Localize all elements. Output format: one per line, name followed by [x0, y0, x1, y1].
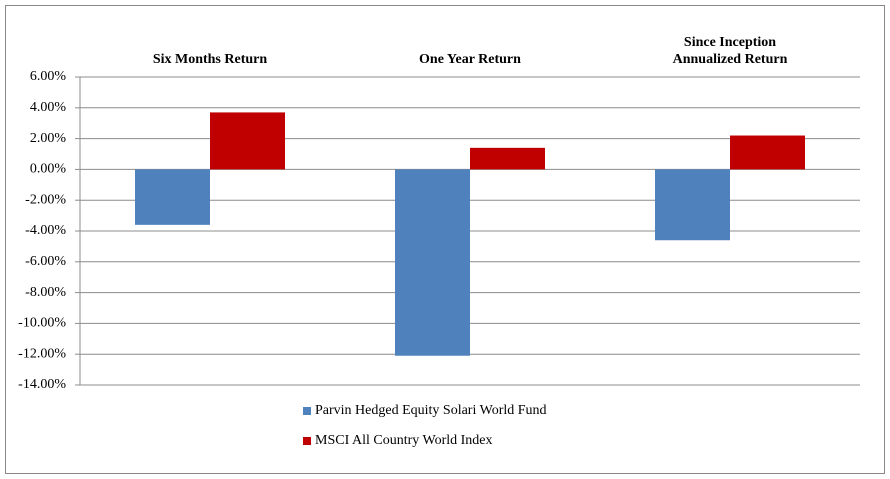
category-label: One Year Return [419, 52, 521, 67]
bar [655, 169, 730, 241]
legend-label: Parvin Hedged Equity Solari World Fund [315, 403, 547, 418]
bar [470, 147, 545, 170]
bar [210, 112, 285, 170]
y-tick-label: -6.00% [25, 254, 66, 269]
y-tick-label: 0.00% [30, 162, 67, 177]
legend-swatch [303, 407, 311, 415]
bar [730, 135, 805, 170]
category-label: Six Months Return [152, 52, 268, 67]
y-tick-label: -2.00% [25, 192, 66, 207]
legend-swatch [303, 437, 311, 445]
y-tick-label: -4.00% [25, 223, 66, 238]
y-tick-label: 2.00% [30, 131, 67, 146]
bar [135, 169, 210, 225]
y-tick-label: 6.00% [30, 69, 67, 84]
y-tick-label: -10.00% [18, 316, 66, 331]
bar [395, 169, 470, 356]
legend-label: MSCI All Country World Index [315, 433, 493, 448]
y-tick-label: -12.00% [18, 346, 66, 361]
y-tick-label: -14.00% [18, 377, 66, 392]
y-tick-label: -8.00% [25, 285, 66, 300]
y-tick-label: 4.00% [30, 100, 67, 115]
category-label: Since Inception Annualized Return [672, 35, 788, 67]
